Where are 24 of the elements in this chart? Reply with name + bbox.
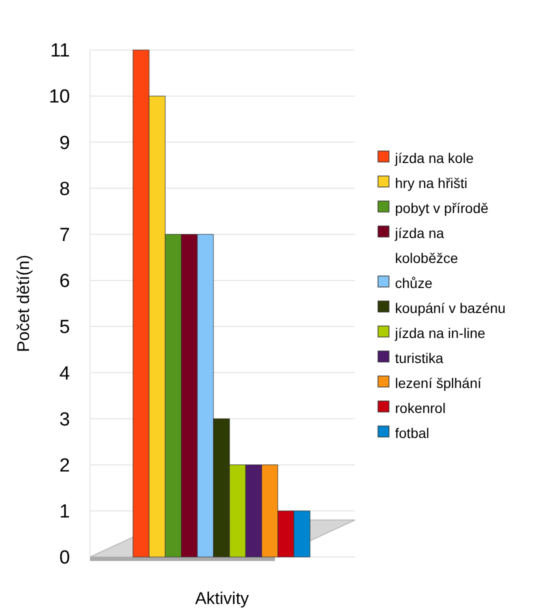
y-tick-label: 4 (59, 363, 70, 384)
y-tick-label: 11 (50, 40, 70, 62)
legend-label: turistika (395, 350, 444, 366)
y-tick-label: 7 (59, 225, 70, 246)
legend-label: rokenrol (395, 400, 446, 416)
legend-label: hry na hřišti (395, 174, 468, 191)
y-tick-label: 6 (59, 271, 70, 292)
x-axis-title: Aktivity (195, 589, 250, 608)
y-tick-label: 5 (59, 317, 70, 338)
legend-label: lezení šplhání (395, 374, 482, 391)
y-tick-label: 9 (59, 132, 70, 154)
legend-label: jízda na in-line (394, 324, 486, 341)
legend-label: pobyt v přírodě (395, 200, 489, 216)
legend-label: chůze (395, 274, 433, 291)
legend-label: jízda na kole (394, 150, 474, 166)
legend-label: koupání v bazénu (395, 300, 506, 316)
y-tick-label: 1 (59, 502, 70, 523)
y-axis-title: Počet dětí(n) (14, 254, 33, 352)
y-tick-label: 10 (48, 86, 70, 108)
y-tick-label: 2 (59, 455, 70, 476)
legend-label: fotbal (395, 424, 430, 441)
y-tick-label: 0 (59, 548, 70, 569)
y-tick-label: 8 (59, 178, 70, 200)
y-tick-label: 3 (59, 409, 70, 430)
